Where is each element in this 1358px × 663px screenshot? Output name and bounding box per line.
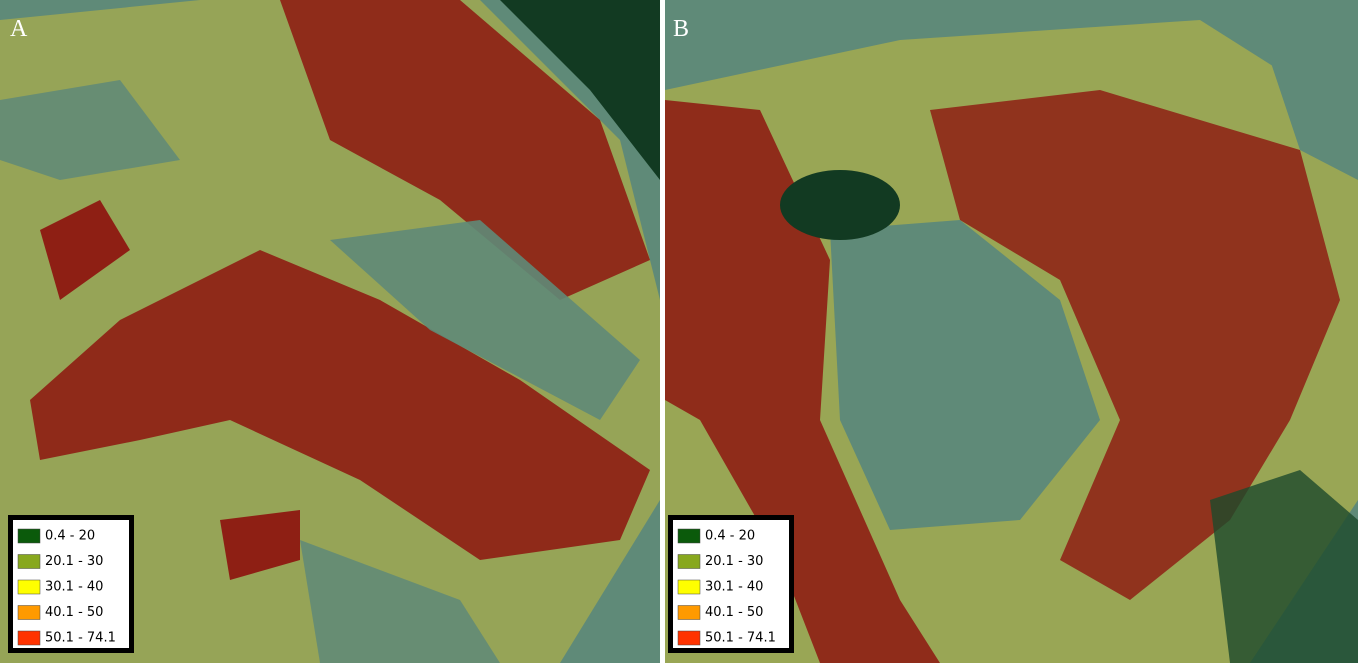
legend-label: 40.1 - 50 [705,605,763,620]
legend-label: 50.1 - 74.1 [705,631,776,646]
legend-swatch [677,605,701,620]
legend-label: 20.1 - 30 [45,554,103,569]
legend-label: 30.1 - 40 [45,580,103,595]
panel-label: B [673,16,689,42]
legend-label: 0.4 - 20 [45,529,95,544]
legend-label: 40.1 - 50 [45,605,103,620]
legend-swatch [677,554,701,569]
legend-label: 20.1 - 30 [705,554,763,569]
legend-label: 50.1 - 74.1 [45,631,116,646]
legend-swatch [17,605,41,620]
legend-swatch [17,630,41,646]
panel-label: A [10,16,28,42]
legend-label: 0.4 - 20 [705,529,755,544]
legend-label: 30.1 - 40 [705,580,763,595]
legend-swatch [677,630,701,646]
legend-swatch [677,579,701,595]
legend-swatch [17,554,41,569]
legend-swatch [17,528,41,544]
panel-a-map [0,0,660,663]
legend-swatch [677,528,701,544]
legend-swatch [17,579,41,595]
